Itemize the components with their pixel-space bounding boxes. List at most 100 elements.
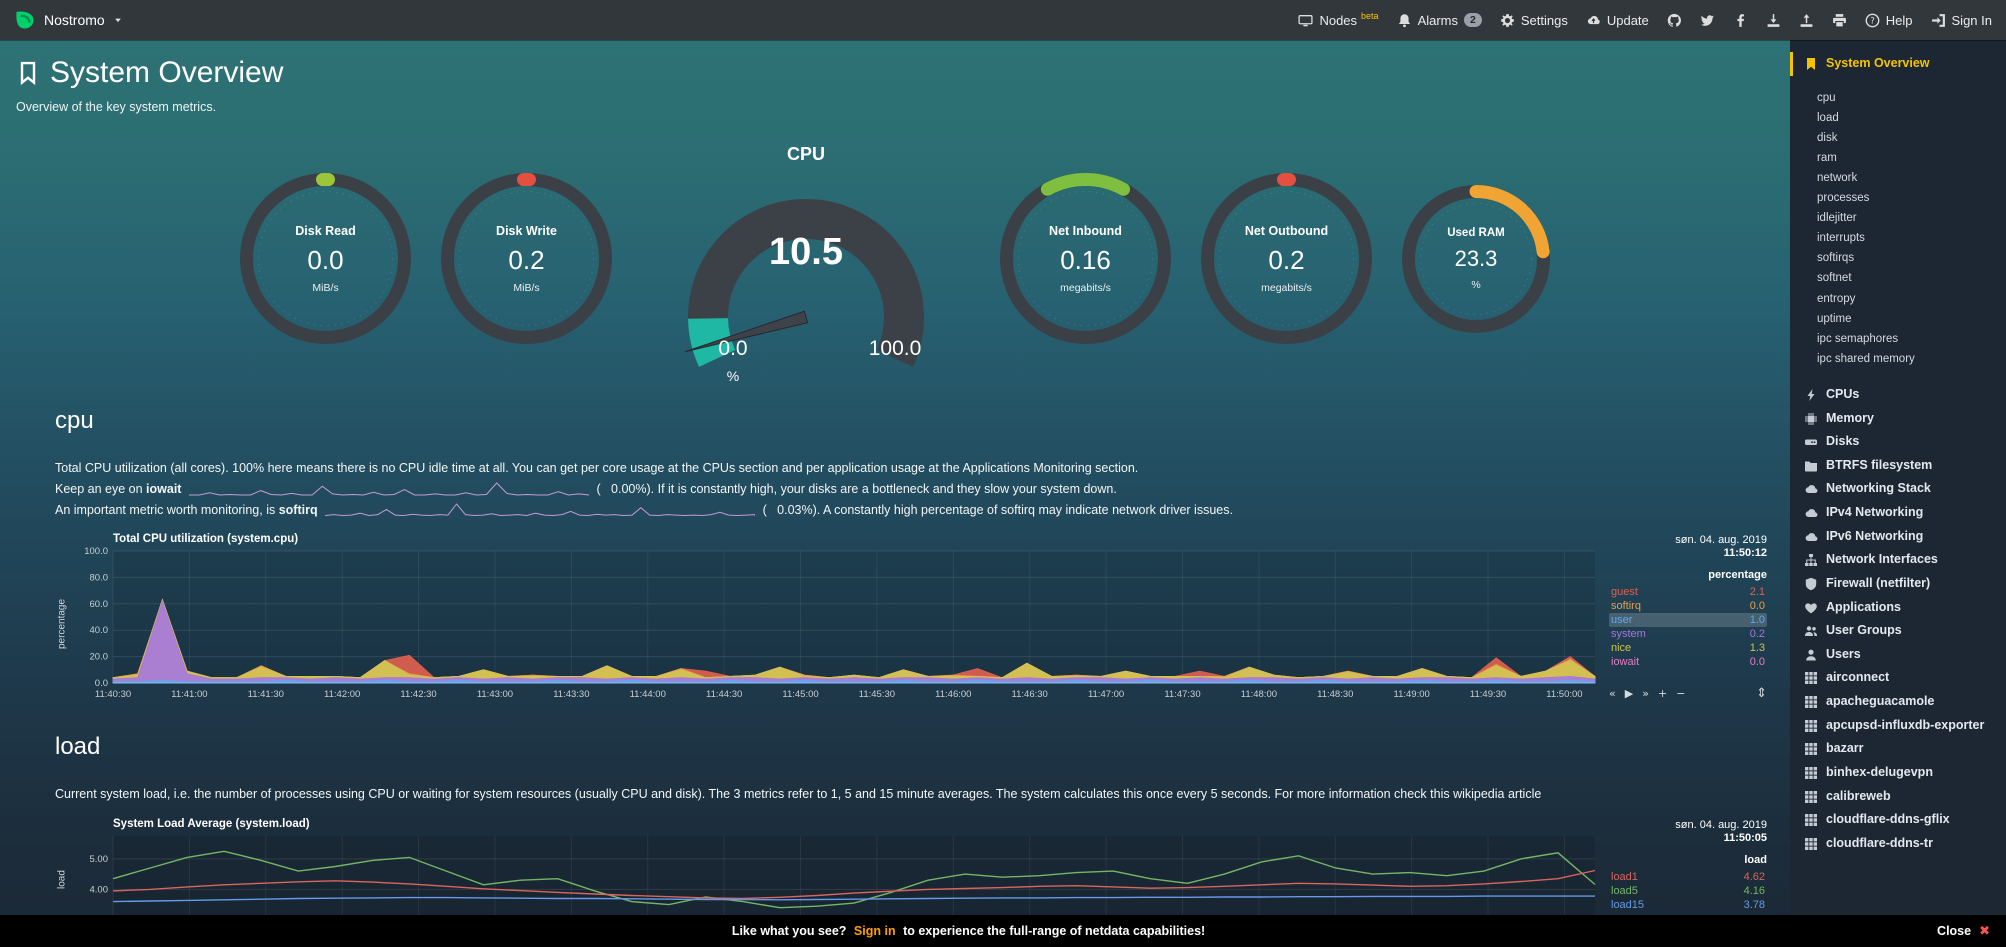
- sidebar-subitem-ram[interactable]: ram: [1817, 151, 1837, 164]
- x-tick-label: 11:48:00: [1241, 689, 1277, 700]
- sidebar-item-system-overview[interactable]: System Overview: [1790, 52, 2002, 76]
- sidebar-item-memory[interactable]: Memory: [1790, 407, 2002, 431]
- page-subtitle: Overview of the key system metrics.: [16, 100, 217, 114]
- print-button[interactable]: [1832, 13, 1847, 28]
- x-tick-label: 11:44:00: [630, 689, 666, 700]
- sidebar-item-disks[interactable]: Disks: [1790, 430, 2002, 454]
- download-icon: [1766, 13, 1781, 28]
- nodes-button[interactable]: Nodes beta: [1298, 11, 1379, 28]
- series-user: [112, 680, 1596, 684]
- cloud-icon: [1804, 530, 1818, 544]
- legend-row-load15[interactable]: load15 3.78: [1611, 899, 1765, 911]
- sidebar-item-cloudflare-ddns-tr[interactable]: cloudflare-ddns-tr: [1790, 832, 2002, 856]
- series-system: [112, 600, 1596, 684]
- legend-row-user[interactable]: user 1.0: [1609, 613, 1767, 628]
- sidebar-item-user-groups[interactable]: User Groups: [1790, 619, 2002, 643]
- signin-button[interactable]: Sign In: [1931, 13, 1992, 28]
- legend-row-load1[interactable]: load1 4.62: [1611, 871, 1765, 883]
- legend-row-iowait[interactable]: iowait 0.0: [1611, 656, 1765, 669]
- update-button[interactable]: Update: [1586, 13, 1649, 28]
- sidebar-subitem-network[interactable]: network: [1817, 172, 1858, 184]
- twitter-button[interactable]: [1700, 13, 1715, 28]
- sidebar-subitem-cpu[interactable]: cpu: [1817, 91, 1836, 104]
- legend-row-softirq[interactable]: softirq 0.0: [1611, 600, 1765, 613]
- sidebar-item-binhex-delugevpn[interactable]: binhex-delugevpn: [1790, 761, 2002, 785]
- sidebar-subitem-ipc-shared-memory[interactable]: ipc shared memory: [1817, 352, 1915, 365]
- sidebar-subitem-entropy[interactable]: entropy: [1817, 292, 1856, 305]
- alarms-label: Alarms: [1417, 12, 1459, 28]
- chart-control-forward-icon[interactable]: »: [1642, 687, 1649, 701]
- sidebar-item-networking-stack[interactable]: Networking Stack: [1790, 477, 2002, 501]
- sidebar-item-airconnect[interactable]: airconnect: [1790, 666, 2002, 690]
- export-snapshot-button[interactable]: [1766, 13, 1781, 28]
- github-button[interactable]: [1667, 13, 1682, 28]
- cpu-section: cpu Total CPU utilization (all cores). 1…: [0, 407, 1790, 703]
- help-button[interactable]: ? Help: [1865, 13, 1913, 28]
- gauge-disk-write[interactable]: Disk Write 0.2 MiB/s: [440, 172, 613, 345]
- close-signin-bar-button[interactable]: Close ✖: [1937, 923, 1990, 939]
- chart-control-backward-icon[interactable]: «: [1609, 687, 1616, 701]
- load-chart-canvas[interactable]: 3.004.005.00: [69, 830, 1599, 915]
- x-tick-label: 11:47:30: [1164, 689, 1200, 700]
- used-ram-gauge-chart: [1401, 184, 1551, 334]
- disk-read-gauge-chart: [239, 172, 412, 345]
- chart-control-zoom-out-icon[interactable]: −: [1676, 687, 1686, 701]
- cpu-chart-canvas[interactable]: 11:40:30 11:41:00 11:41:30 11:42:00 11:42:30…: [69, 545, 1599, 703]
- sidebar-item-firewall-netfilter[interactable]: Firewall (netfilter): [1790, 572, 2002, 596]
- legend-date: søn. 04. aug. 2019: [1675, 534, 1767, 547]
- sidebar-subitem-interrupts[interactable]: interrupts: [1817, 232, 1865, 245]
- sidebar-subitem-load[interactable]: load: [1817, 111, 1839, 124]
- wikipedia-link[interactable]: this wikipedia article: [1430, 787, 1542, 802]
- legend-row-guest[interactable]: guest 2.1: [1611, 586, 1765, 599]
- hostname-menu[interactable]: Nostromo: [14, 9, 123, 31]
- sidebar-item-bazarr[interactable]: bazarr: [1790, 737, 2002, 761]
- sidebar-item-users[interactable]: Users: [1790, 643, 2002, 667]
- chevron-down-icon: [113, 15, 123, 25]
- chart-resize-handle-icon[interactable]: ⇕: [1756, 686, 1767, 702]
- sidebar-item-ipv6-networking[interactable]: IPv6 Networking: [1790, 525, 2002, 549]
- legend-row-load5[interactable]: load5 4.16: [1611, 885, 1765, 897]
- facebook-button[interactable]: [1733, 13, 1748, 28]
- sidebar-item-btrfs-filesystem[interactable]: BTRFS filesystem: [1790, 454, 2002, 478]
- chart-control-zoom-in-icon[interactable]: +: [1657, 687, 1668, 701]
- sidebar-subitem-disk[interactable]: disk: [1817, 131, 1838, 144]
- sidebar-subitem-ipc-semaphores[interactable]: ipc semaphores: [1817, 332, 1899, 345]
- sidebar-item-apacheguacamole[interactable]: apacheguacamole: [1790, 690, 2002, 714]
- gauges-row: Disk Read 0.0 MiB/s Disk Write 0.2 MiB/s…: [0, 140, 1790, 384]
- cloud-update-icon: [1586, 13, 1601, 28]
- legend-row-nice[interactable]: nice 1.3: [1611, 642, 1765, 655]
- gauge-disk-read[interactable]: Disk Read 0.0 MiB/s: [239, 172, 412, 345]
- sidebar-subitem-uptime[interactable]: uptime: [1817, 312, 1852, 325]
- sitemap-icon: [1804, 553, 1818, 567]
- gauge-net-outbound[interactable]: Net Outbound 0.2 megabits/s: [1200, 172, 1373, 345]
- gauge-net-inbound[interactable]: Net Inbound 0.16 megabits/s: [999, 172, 1172, 345]
- cpu-chart-legend: søn. 04. aug. 2019 11:50:12 percentage gues…: [1599, 533, 1775, 703]
- sidebar-item-applications[interactable]: Applications: [1790, 596, 2002, 620]
- softirq-description: An important metric worth monitoring, is…: [55, 502, 1233, 517]
- user-icon: [1804, 648, 1818, 662]
- legend-time: 11:50:12: [1723, 547, 1767, 560]
- gauge-cpu[interactable]: CPU 10.5 0.0 100.0 %: [641, 144, 971, 384]
- sidebar-item-cloudflare-ddns-gflix[interactable]: cloudflare-ddns-gflix: [1790, 808, 2002, 832]
- gauge-used-ram[interactable]: Used RAM 23.3 %: [1401, 184, 1551, 334]
- import-snapshot-button[interactable]: [1799, 13, 1814, 28]
- sidebar-subitem-softirqs[interactable]: softirqs: [1817, 252, 1855, 265]
- signin-link[interactable]: Sign in: [853, 924, 896, 938]
- sidebar-item-apcupsd-influxdb-exporter[interactable]: apcupsd-influxdb-exporter: [1790, 714, 2002, 738]
- sidebar-item-calibreweb[interactable]: calibreweb: [1790, 785, 2002, 809]
- grid-icon: [1804, 813, 1818, 827]
- legend-row-system[interactable]: system 0.2: [1611, 628, 1765, 641]
- page-header: System Overview Overview of the key syst…: [0, 40, 1790, 114]
- sidebar-subitem-softnet[interactable]: softnet: [1817, 272, 1852, 285]
- bookmark-icon: [1804, 57, 1818, 71]
- sidebar-item-ipv4-networking[interactable]: IPv4 Networking: [1790, 501, 2002, 525]
- gear-icon: [1500, 13, 1515, 28]
- sidebar-item-cpus[interactable]: CPUs: [1790, 383, 2002, 407]
- settings-button[interactable]: Settings: [1500, 13, 1568, 28]
- alarms-button[interactable]: Alarms 2: [1397, 13, 1482, 28]
- sidebar-subitem-processes[interactable]: processes: [1817, 192, 1870, 205]
- sidebar-item-network-interfaces[interactable]: Network Interfaces: [1790, 548, 2002, 572]
- chart-control-play-icon[interactable]: ▶: [1624, 687, 1634, 701]
- sidebar-subitem-idlejitter[interactable]: idlejitter: [1817, 212, 1857, 225]
